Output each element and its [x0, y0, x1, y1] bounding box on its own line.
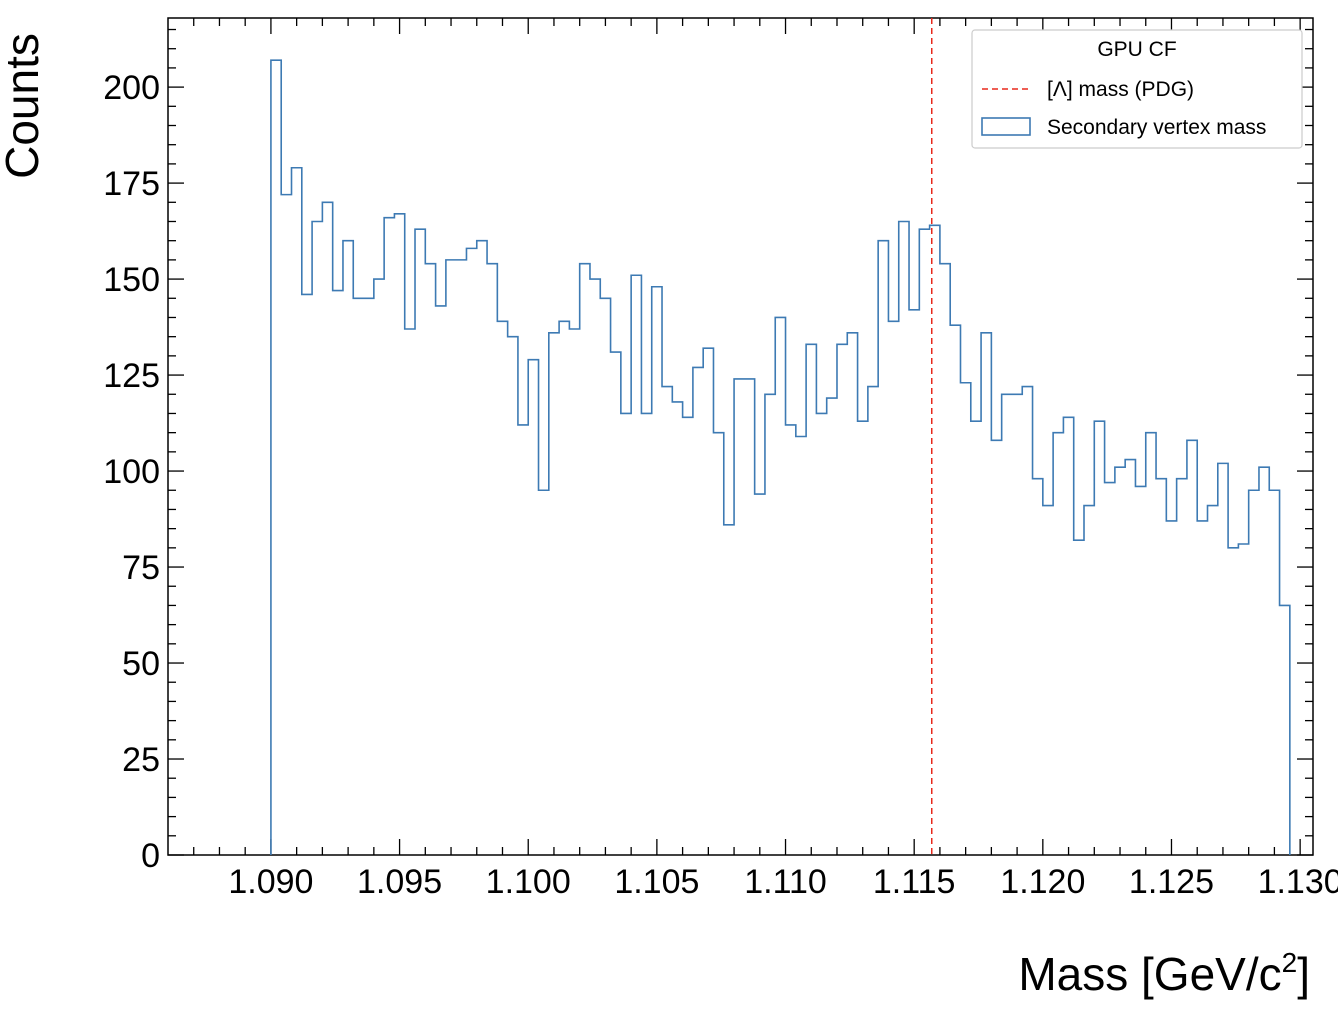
y-tick-label: 125: [103, 357, 160, 395]
y-tick-label: 75: [122, 549, 160, 587]
x-tick-label: 1.120: [1000, 863, 1085, 901]
legend-box-icon: [981, 117, 1031, 136]
x-tick-label: 1.100: [486, 863, 571, 901]
y-tick-label: 175: [103, 165, 160, 203]
legend-title: GPU CF: [1097, 38, 1176, 61]
y-tick-labels: 0 25 50 75 100 125 150 175 200: [103, 69, 160, 875]
y-tick-label: 100: [103, 453, 160, 491]
y-axis-title: Counts: [0, 33, 48, 179]
y-tick-label: 200: [103, 69, 160, 107]
y-tick-label: 50: [122, 645, 160, 683]
x-tick-label: 1.110: [744, 863, 827, 901]
legend: GPU CF [Λ] mass (PDG) Secondary vertex m…: [971, 29, 1303, 149]
axis-ticks: [168, 18, 1313, 856]
x-tick-labels: 1.090 1.095 1.100 1.105 1.110 1.115 1.120 1.125…: [228, 863, 1338, 901]
histogram-series: [270, 59, 1291, 855]
legend-entry-vertex: Secondary vertex mass: [1047, 116, 1266, 139]
y-tick-label: 150: [103, 261, 160, 299]
x-tick-label: 1.095: [357, 863, 442, 901]
legend-entry-pdg: [Λ] mass (PDG): [1047, 78, 1194, 101]
x-tick-label: 1.105: [614, 863, 699, 901]
x-tick-label: 1.115: [873, 863, 956, 901]
x-tick-label: 1.130: [1258, 863, 1338, 901]
y-tick-label: 25: [122, 741, 160, 779]
plot-frame: [167, 17, 1314, 856]
x-tick-label: 1.090: [228, 863, 313, 901]
x-axis-title: Mass [GeV/c2]: [1018, 947, 1310, 1000]
x-tick-label: 1.125: [1129, 863, 1214, 901]
legend-box: [971, 29, 1303, 149]
y-tick-label: 0: [141, 837, 160, 875]
